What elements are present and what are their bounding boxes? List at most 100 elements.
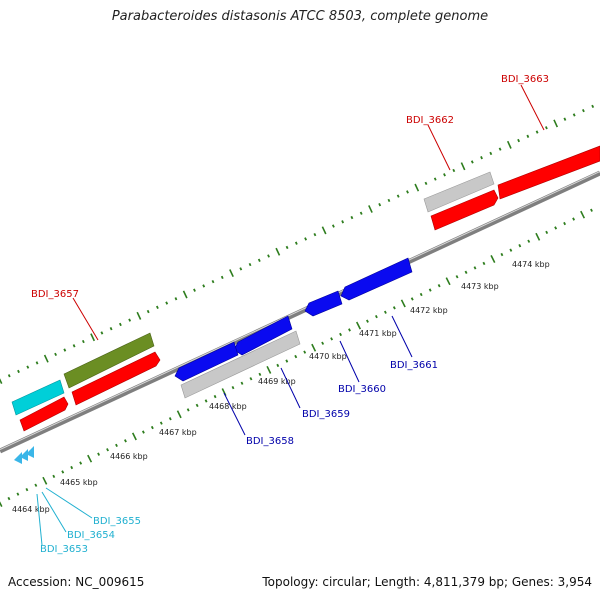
leader-bdi-3663 bbox=[520, 84, 545, 131]
gene-bdi-3662[interactable] bbox=[430, 189, 499, 231]
inner-tick bbox=[464, 270, 468, 275]
outer-tick bbox=[275, 247, 281, 256]
inner-tick bbox=[159, 421, 163, 425]
inner-tick bbox=[437, 283, 441, 288]
leader-bdi-3662 bbox=[427, 124, 451, 171]
gene-bdi-3658[interactable] bbox=[174, 341, 239, 382]
inner-tick bbox=[70, 465, 74, 470]
outer-tick bbox=[90, 333, 96, 342]
gene-labels: BDI_3663 BDI_3662 BDI_3657 BDI_3661 BDI_… bbox=[31, 74, 549, 555]
inner-tick bbox=[276, 363, 280, 368]
scale-label: 4468 kbp bbox=[209, 402, 247, 411]
outer-tick bbox=[378, 203, 382, 207]
scale-label: 4473 kbp bbox=[461, 282, 499, 291]
leader-bdi-3653 bbox=[36, 493, 43, 546]
outer-tick bbox=[563, 117, 567, 121]
inner-tick bbox=[231, 386, 235, 390]
inner-tick bbox=[131, 432, 137, 441]
label-bdi-3661[interactable]: BDI_3661 bbox=[390, 360, 438, 371]
inner-tick bbox=[285, 359, 289, 363]
outer-tick bbox=[406, 190, 409, 194]
gene-rna-cyan[interactable] bbox=[11, 379, 65, 416]
scale-label: 4472 kbp bbox=[410, 306, 448, 315]
topology-summary: Topology: circular; Length: 4,811,379 bp… bbox=[262, 575, 592, 589]
outer-tick bbox=[331, 224, 335, 228]
inner-tick bbox=[392, 306, 396, 310]
rna-arrow-1[interactable] bbox=[14, 452, 22, 464]
inner-tick bbox=[266, 365, 272, 374]
outer-tick bbox=[526, 134, 530, 138]
inner-tick bbox=[500, 252, 504, 257]
gene-bdi-3657[interactable] bbox=[71, 351, 161, 406]
scale-label: 4469 kbp bbox=[258, 377, 296, 386]
inner-tick bbox=[355, 321, 362, 330]
label-bdi-3658[interactable]: BDI_3658 bbox=[246, 436, 294, 447]
inner-tick bbox=[115, 443, 118, 447]
leader-bdi-3661 bbox=[391, 315, 413, 358]
inner-tick bbox=[303, 350, 307, 354]
outer-tick bbox=[17, 369, 20, 374]
inner-tick bbox=[348, 328, 351, 332]
map-title: Parabacteroides distasonis ATCC 8503, co… bbox=[111, 9, 489, 24]
label-bdi-3655[interactable]: BDI_3655 bbox=[93, 516, 141, 527]
inner-tick bbox=[490, 255, 496, 263]
outer-tick bbox=[211, 280, 215, 284]
inner-tick bbox=[87, 454, 93, 463]
gene-bdi-3661[interactable] bbox=[340, 257, 413, 301]
outer-tick bbox=[321, 226, 327, 235]
forward-genes bbox=[11, 145, 600, 432]
label-bdi-3663[interactable]: BDI_3663 bbox=[501, 74, 549, 85]
label-bdi-3662[interactable]: BDI_3662 bbox=[406, 115, 454, 126]
outer-tick bbox=[7, 374, 11, 378]
inner-tick bbox=[473, 266, 477, 270]
outer-tick bbox=[285, 245, 289, 250]
label-bdi-3654[interactable]: BDI_3654 bbox=[67, 530, 115, 541]
gene-bdi-3660[interactable] bbox=[304, 290, 343, 317]
scale-label: 4471 kbp bbox=[359, 329, 397, 338]
inner-tick bbox=[383, 310, 387, 314]
accession-text: Accession: NC_009615 bbox=[8, 575, 145, 589]
outer-tick bbox=[368, 205, 373, 213]
label-bdi-3653[interactable]: BDI_3653 bbox=[40, 544, 88, 555]
inner-tick bbox=[410, 297, 414, 301]
inner-tick bbox=[249, 377, 253, 381]
outer-tick bbox=[387, 198, 391, 203]
rna-arrow-2[interactable] bbox=[20, 449, 28, 461]
outer-tick bbox=[136, 311, 142, 320]
gene-bdi-3657-olive[interactable] bbox=[63, 332, 155, 389]
scale-label: 4466 kbp bbox=[110, 452, 148, 461]
label-bdi-3657[interactable]: BDI_3657 bbox=[31, 289, 79, 300]
inner-tick bbox=[445, 277, 451, 286]
label-bdi-3660[interactable]: BDI_3660 bbox=[338, 384, 386, 395]
scale-label: 4474 kbp bbox=[512, 260, 550, 269]
inner-tick bbox=[455, 275, 459, 279]
gene-grey-lower[interactable] bbox=[180, 330, 301, 399]
outer-tick bbox=[248, 262, 252, 267]
rna-arrow-3[interactable] bbox=[26, 446, 34, 458]
inner-tick bbox=[150, 425, 154, 430]
inner-tick bbox=[61, 470, 65, 474]
outer-tick bbox=[109, 327, 113, 331]
gene-bdi-3663[interactable] bbox=[497, 145, 600, 200]
leader-bdi-3660 bbox=[339, 340, 360, 383]
gene-bdi-3662-top[interactable] bbox=[423, 171, 495, 213]
inner-tick bbox=[124, 439, 127, 443]
inner-tick bbox=[34, 483, 38, 487]
outer-tick bbox=[81, 339, 85, 344]
scale-label: 4470 kbp bbox=[309, 352, 347, 361]
outer-tick bbox=[26, 365, 30, 369]
genome-backbone bbox=[0, 170, 600, 454]
scale-label: 4464 kbp bbox=[12, 505, 50, 514]
outer-tick bbox=[535, 130, 539, 134]
outer-tick bbox=[433, 177, 437, 181]
gene-red-left[interactable] bbox=[19, 396, 69, 432]
inner-tick bbox=[25, 488, 29, 492]
outer-tick bbox=[54, 352, 58, 356]
inner-tick bbox=[240, 381, 244, 385]
outer-tick bbox=[118, 322, 122, 327]
outer-tick bbox=[193, 288, 196, 292]
label-bdi-3659[interactable]: BDI_3659 bbox=[302, 409, 350, 420]
outer-tick bbox=[341, 220, 345, 224]
outer-tick bbox=[239, 267, 243, 271]
